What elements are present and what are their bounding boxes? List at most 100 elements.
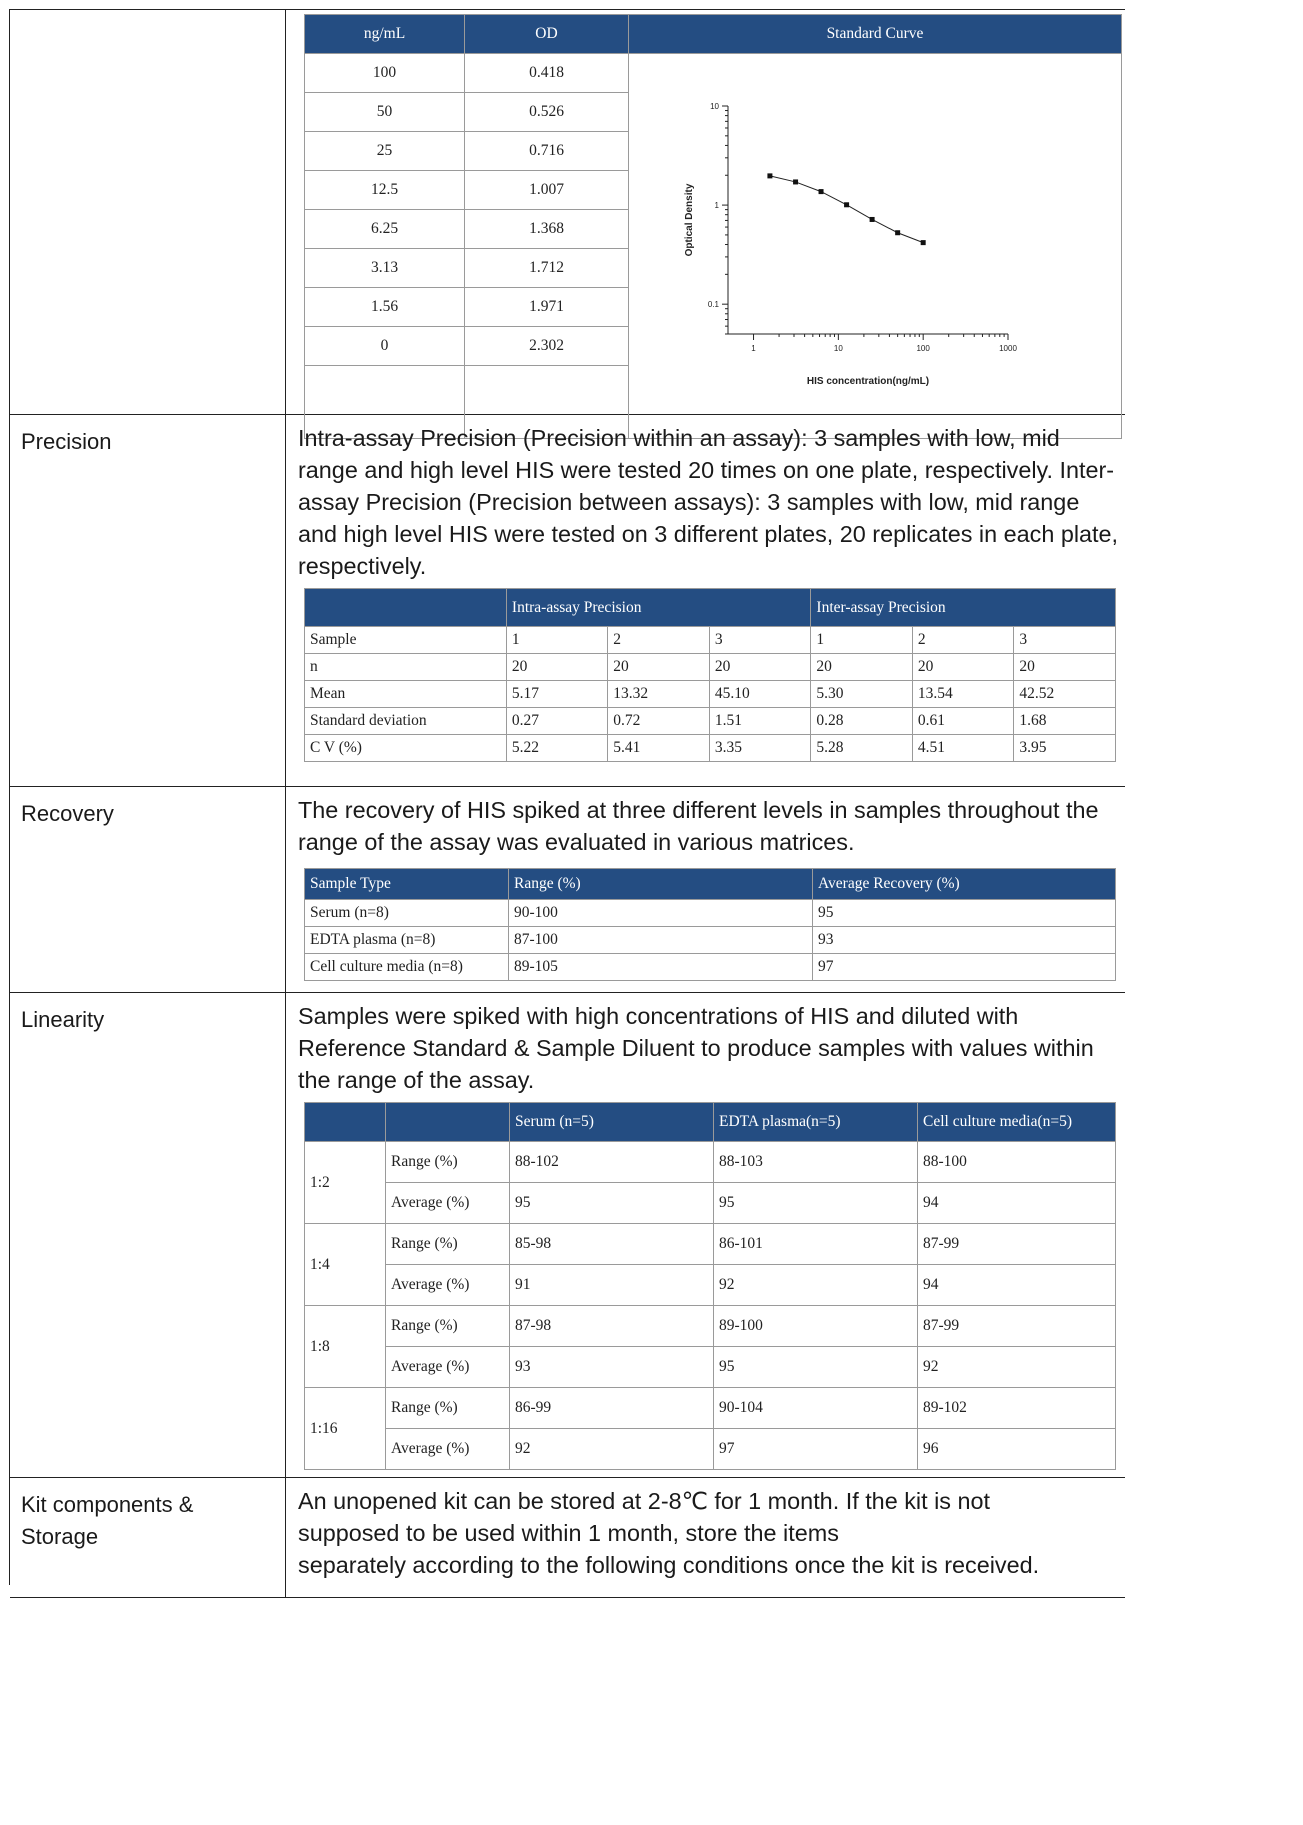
od-cell: 1.712 bbox=[464, 248, 629, 288]
linearity-cell: 95 bbox=[713, 1346, 918, 1388]
standard-curve-chart: 1 10 100 1000 10 1 0.1 HIS concentration(ng/mL)… bbox=[684, 102, 1017, 387]
dilution-label: 1:16 bbox=[304, 1387, 386, 1470]
metric-label: Range (%) bbox=[385, 1305, 510, 1347]
data-point bbox=[818, 189, 824, 195]
col-header-od: OD bbox=[464, 14, 629, 54]
precision-cell: 0.61 bbox=[911, 707, 1015, 735]
precision-cell: 1.51 bbox=[708, 707, 812, 735]
x-tick-label: 1 bbox=[751, 344, 756, 353]
y-tick-label: 1 bbox=[715, 201, 720, 210]
linearity-cell: 95 bbox=[713, 1182, 918, 1224]
x-tick-label: 100 bbox=[916, 344, 930, 353]
empty-od-cell bbox=[464, 365, 629, 439]
x-axis-label: HIS concentration(ng/mL) bbox=[807, 376, 929, 387]
recovery-average: 97 bbox=[812, 953, 1116, 981]
recovery-sample-type: Serum (n=8) bbox=[304, 899, 509, 927]
intra-assay-header: Intra-assay Precision bbox=[505, 588, 812, 627]
precision-cell: 42.52 bbox=[1013, 680, 1116, 708]
storage-text-line2: supposed to be used within 1 month, stor… bbox=[298, 1520, 839, 1546]
storage-label-line2: Storage bbox=[21, 1524, 99, 1549]
dilution-label: 1:2 bbox=[304, 1141, 386, 1224]
linearity-cell: 94 bbox=[917, 1182, 1116, 1224]
precision-cell: 3 bbox=[1013, 626, 1116, 654]
data-point bbox=[869, 216, 875, 222]
storage-label-line1: Kit components & bbox=[21, 1492, 194, 1517]
linearity-label: Linearity bbox=[10, 992, 286, 1477]
linearity-cell: 88-103 bbox=[713, 1141, 918, 1183]
recovery-sample-type: Cell culture media (n=8) bbox=[304, 953, 509, 981]
conc-cell: 3.13 bbox=[304, 248, 465, 288]
linearity-cell: 89-102 bbox=[917, 1387, 1116, 1429]
linearity-cell: 86-99 bbox=[509, 1387, 714, 1429]
linearity-cell: 96 bbox=[917, 1428, 1116, 1470]
conc-cell: 100 bbox=[304, 53, 465, 93]
precision-table: Intra-assay Precision Inter-assay Precis… bbox=[304, 588, 1116, 762]
precision-cell: 5.22 bbox=[505, 734, 609, 762]
precision-cell: 0.27 bbox=[505, 707, 609, 735]
metric-label: Average (%) bbox=[385, 1264, 510, 1306]
metric-label: Average (%) bbox=[385, 1428, 510, 1470]
precision-cell: 13.32 bbox=[607, 680, 710, 708]
dilution-label: 1:8 bbox=[304, 1305, 386, 1388]
linearity-cell: 87-99 bbox=[917, 1305, 1116, 1347]
metric-label: Range (%) bbox=[385, 1223, 510, 1265]
y-tick-label: 0.1 bbox=[708, 300, 720, 309]
linearity-row: Linearity Samples were spiked with high … bbox=[10, 992, 1125, 1478]
metric-label: Range (%) bbox=[385, 1141, 510, 1183]
data-point bbox=[767, 173, 773, 179]
linearity-cell: 97 bbox=[713, 1428, 918, 1470]
linearity-cell: 87-99 bbox=[917, 1223, 1116, 1265]
row-label-cv: C V (%) bbox=[304, 734, 507, 762]
od-cell: 1.971 bbox=[464, 287, 629, 327]
storage-text: An unopened kit can be stored at 2-8℃ fo… bbox=[298, 1485, 1123, 1581]
recovery-table: Sample Type Range (%) Average Recovery (… bbox=[304, 868, 1116, 981]
linearity-cell: 87-98 bbox=[509, 1305, 714, 1347]
standard-curve-label-cell bbox=[10, 10, 286, 414]
linearity-body: Samples were spiked with high concentrat… bbox=[288, 992, 1125, 1477]
col-header-concentration: ng/mL bbox=[304, 14, 465, 54]
recovery-header-sample-type: Sample Type bbox=[304, 868, 509, 900]
precision-cell: 5.17 bbox=[505, 680, 609, 708]
precision-cell: 5.41 bbox=[607, 734, 710, 762]
precision-header-blank bbox=[304, 588, 507, 627]
od-cell: 0.418 bbox=[464, 53, 629, 93]
precision-cell: 3 bbox=[708, 626, 812, 654]
recovery-body: The recovery of HIS spiked at three diff… bbox=[288, 786, 1125, 992]
recovery-row: Recovery The recovery of HIS spiked at t… bbox=[10, 786, 1125, 993]
precision-cell: 0.28 bbox=[810, 707, 913, 735]
precision-cell: 2 bbox=[911, 626, 1015, 654]
metric-label: Average (%) bbox=[385, 1346, 510, 1388]
conc-cell: 0 bbox=[304, 326, 465, 366]
linearity-cell: 90-104 bbox=[713, 1387, 918, 1429]
data-point bbox=[793, 179, 799, 185]
standard-curve-body: ng/mL OD Standard Curve 100 0.418 1 10 100… bbox=[288, 10, 1125, 439]
linearity-header-edta: EDTA plasma(n=5) bbox=[713, 1102, 918, 1142]
standard-curve-chart-cell: 1 10 100 1000 10 1 0.1 HIS concentration(ng/mL)… bbox=[628, 53, 1122, 439]
storage-row: Kit components & Storage An unopened kit… bbox=[10, 1477, 1125, 1598]
standard-curve-row: ng/mL OD Standard Curve 100 0.418 1 10 100… bbox=[10, 10, 1125, 439]
precision-row: Precision Intra-assay Precision (Precisi… bbox=[10, 414, 1125, 787]
storage-body: An unopened kit can be stored at 2-8℃ fo… bbox=[288, 1477, 1125, 1597]
recovery-text: The recovery of HIS spiked at three diff… bbox=[298, 797, 1099, 855]
precision-cell: 1 bbox=[810, 626, 913, 654]
recovery-sample-type: EDTA plasma (n=8) bbox=[304, 926, 509, 954]
linearity-cell: 95 bbox=[509, 1182, 714, 1224]
precision-cell: 2 bbox=[607, 626, 710, 654]
recovery-range: 89-105 bbox=[508, 953, 813, 981]
linearity-header-cell-culture: Cell culture media(n=5) bbox=[917, 1102, 1116, 1142]
storage-label: Kit components & Storage bbox=[10, 1477, 286, 1597]
conc-cell: 25 bbox=[304, 131, 465, 171]
conc-cell: 1.56 bbox=[304, 287, 465, 327]
linearity-cell: 92 bbox=[509, 1428, 714, 1470]
precision-cell: 3.35 bbox=[708, 734, 812, 762]
precision-cell: 20 bbox=[505, 653, 609, 681]
precision-cell: 20 bbox=[810, 653, 913, 681]
precision-cell: 3.95 bbox=[1013, 734, 1116, 762]
standard-curve-table: ng/mL OD Standard Curve 100 0.418 1 10 100… bbox=[304, 14, 1122, 439]
row-label-n: n bbox=[304, 653, 507, 681]
recovery-header-average: Average Recovery (%) bbox=[812, 868, 1116, 900]
od-cell: 0.716 bbox=[464, 131, 629, 171]
precision-cell: 45.10 bbox=[708, 680, 812, 708]
metric-label: Average (%) bbox=[385, 1182, 510, 1224]
conc-cell: 12.5 bbox=[304, 170, 465, 210]
